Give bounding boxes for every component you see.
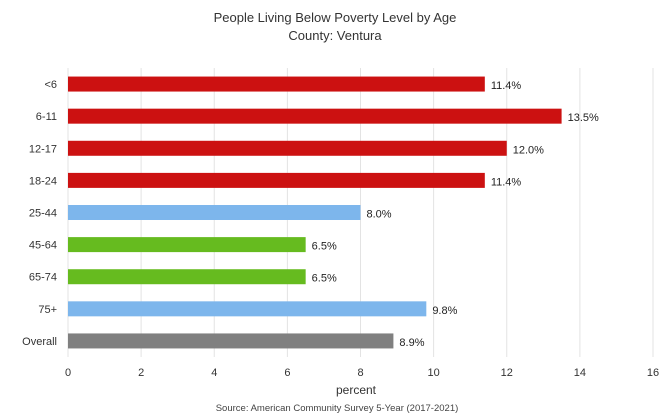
data-label-1: 13.5% — [568, 112, 599, 124]
x-axis-title: percent — [336, 383, 377, 397]
bar-5 — [68, 237, 306, 253]
x-tick-label-3: 6 — [284, 367, 290, 379]
chart-title: People Living Below Poverty Level by Age — [214, 10, 457, 25]
category-label-1: 6-11 — [36, 111, 57, 123]
data-label-2: 12.0% — [513, 144, 544, 156]
bars — [68, 76, 562, 349]
bar-0 — [68, 76, 485, 92]
data-label-8: 8.9% — [399, 337, 424, 349]
x-tick-label-6: 12 — [501, 367, 513, 379]
x-tick-label-4: 8 — [357, 367, 363, 379]
category-label-0: <6 — [44, 79, 57, 91]
category-label-6: 65-74 — [29, 272, 57, 284]
x-tick-label-1: 2 — [138, 367, 144, 379]
data-labels: 11.4% 13.5% 12.0% 11.4% 8.0% 6.5% 6.5% 9.8% 8.9% — [312, 80, 599, 349]
x-tick-label-0: 0 — [65, 367, 71, 379]
bar-1 — [68, 108, 562, 124]
data-label-0: 11.4% — [491, 80, 522, 92]
data-label-4: 8.0% — [367, 209, 392, 221]
x-tick-labels: 0 2 4 6 8 10 12 14 16 — [65, 367, 659, 379]
data-label-3: 11.4% — [491, 176, 522, 188]
x-tick-label-8: 16 — [647, 367, 659, 379]
category-label-3: 18-24 — [29, 175, 57, 187]
data-label-6: 6.5% — [312, 273, 337, 285]
data-label-5: 6.5% — [312, 241, 337, 253]
bar-8 — [68, 333, 394, 349]
category-label-4: 25-44 — [29, 208, 57, 220]
x-tick-label-2: 4 — [211, 367, 217, 379]
chart-subtitle: County: Ventura — [288, 28, 382, 43]
source-note: Source: American Community Survey 5-Year… — [216, 403, 459, 413]
category-label-7: 75+ — [38, 304, 57, 316]
x-tick-label-5: 10 — [428, 367, 440, 379]
bar-4 — [68, 205, 361, 220]
bar-3 — [68, 172, 485, 188]
x-tick-label-7: 14 — [574, 367, 586, 379]
bar-2 — [68, 140, 507, 156]
bar-6 — [68, 269, 306, 285]
category-label-8: Overall — [22, 336, 57, 348]
category-label-2: 12-17 — [29, 143, 57, 155]
data-label-7: 9.8% — [432, 305, 457, 317]
category-labels: <6 6-11 12-17 18-24 25-44 45-64 65-74 75+ Overal… — [22, 79, 57, 348]
category-label-5: 45-64 — [29, 240, 57, 252]
bar-7 — [68, 301, 427, 317]
